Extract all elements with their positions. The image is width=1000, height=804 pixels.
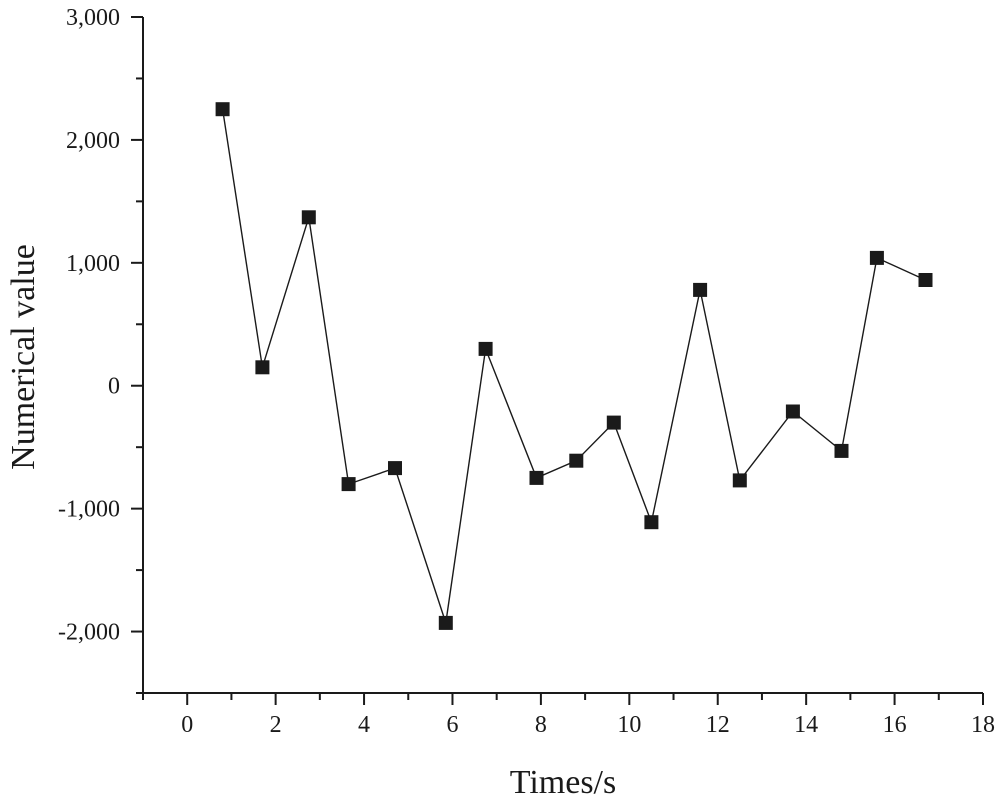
x-tick-label: 14 [794,712,818,738]
y-axis-title: Numerical value [5,244,42,470]
ticks [131,16,984,705]
x-tick-label: 4 [358,712,370,738]
data-point [606,415,621,430]
x-tick-label: 18 [971,712,995,738]
y-tick-label: -2,000 [58,620,120,646]
data-point [438,615,453,630]
x-tick-label: 0 [181,712,193,738]
x-axis-title: Times/s [510,764,616,801]
series-line [221,109,926,624]
data-point [341,477,356,492]
x-tick-label: 2 [270,712,282,738]
data-markers [215,102,933,630]
data-point [255,360,270,375]
x-tick-label: 6 [446,712,458,738]
y-tick-label: 3,000 [66,5,120,31]
y-tick-label: 2,000 [66,128,120,154]
data-point [869,250,884,265]
data-point [732,473,747,488]
tick-labels: 0 2 4 6 8 10 12 14 16 18 -2,000 -1,000 0 1,000 2,000 3,… [58,5,995,738]
data-point [785,404,800,419]
axes [142,17,983,694]
data-point [644,515,659,530]
data-point [478,341,493,356]
data-point [215,102,230,117]
y-tick-label: 0 [108,374,120,400]
x-tick-label: 8 [535,712,547,738]
data-point [834,443,849,458]
data-point [301,210,316,225]
data-point [569,453,584,468]
x-tick-label: 16 [883,712,907,738]
x-tick-label: 12 [706,712,730,738]
data-point [529,470,544,485]
data-point [918,273,933,287]
data-point [388,461,402,476]
x-tick-label: 10 [617,712,641,738]
y-tick-label: 1,000 [66,251,120,277]
y-tick-label: -1,000 [58,497,120,523]
data-point [693,282,708,297]
